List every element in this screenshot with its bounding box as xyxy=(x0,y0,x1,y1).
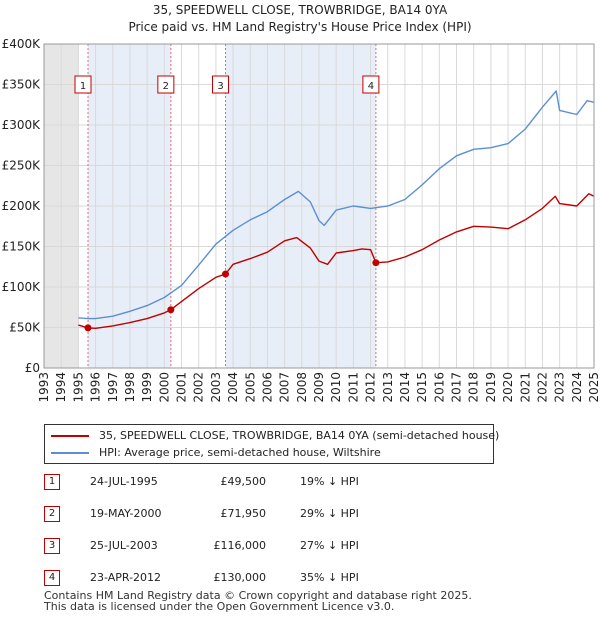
x-tick-label: 2006 xyxy=(260,372,274,403)
x-tick-label: 2004 xyxy=(226,372,240,403)
transaction-hpi-diff: 29% ↓ HPI xyxy=(300,507,359,520)
x-tick-label: 1993 xyxy=(37,372,51,403)
x-tick-label: 2002 xyxy=(192,372,206,403)
sale-marker-box xyxy=(212,75,229,94)
chart-title: 35, SPEEDWELL CLOSE, TROWBRIDGE, BA14 0Y… xyxy=(153,3,448,17)
series-line-hpi xyxy=(78,90,595,320)
x-tick-label: 2020 xyxy=(501,372,515,403)
x-tick-label: 2008 xyxy=(295,372,309,403)
transaction-price: £71,950 xyxy=(220,507,267,520)
plot-frame xyxy=(43,43,595,369)
transaction-hpi-diff: 19% ↓ HPI xyxy=(300,475,359,488)
x-tick-label: 2023 xyxy=(553,372,567,403)
transaction-price: £49,500 xyxy=(220,475,267,488)
y-tick-label: £100K xyxy=(2,280,42,294)
sale-marker-label: 1 xyxy=(80,81,86,92)
transaction-number-badge: 4 xyxy=(44,570,60,586)
x-tick-label: 2000 xyxy=(157,372,171,403)
transaction-number-badge: 2 xyxy=(44,506,60,522)
x-tick-label: 2001 xyxy=(175,372,189,403)
footer-line-copyright: Contains HM Land Registry data © Crown c… xyxy=(44,589,472,602)
price-chart: 35, SPEEDWELL CLOSE, TROWBRIDGE, BA14 0Y… xyxy=(2,3,600,403)
y-tick-label: £0 xyxy=(25,361,40,375)
x-tick-label: 2003 xyxy=(209,372,223,403)
x-tick-label: 2011 xyxy=(346,372,360,403)
y-tick-label: £150K xyxy=(2,240,42,254)
legend-label-hpi: HPI: Average price, semi-detached house,… xyxy=(99,446,381,459)
x-tick-label: 2019 xyxy=(484,372,498,403)
transaction-date: 23-APR-2012 xyxy=(90,571,162,584)
x-tick-label: 2014 xyxy=(398,372,412,403)
x-tick-label: 2017 xyxy=(450,372,464,403)
y-tick-label: £250K xyxy=(2,159,42,173)
x-tick-label: 2009 xyxy=(312,372,326,403)
y-tick-label: £300K xyxy=(2,118,42,132)
sale-point xyxy=(167,306,175,314)
x-tick-label: 1996 xyxy=(89,372,103,403)
transaction-price: £116,000 xyxy=(213,539,267,552)
transaction-hpi-diff: 27% ↓ HPI xyxy=(300,539,359,552)
legend-swatch-property xyxy=(51,435,89,437)
sale-point xyxy=(372,259,380,267)
sale-marker-label: 4 xyxy=(368,81,374,92)
attribution-footer: Contains HM Land Registry data © Crown c… xyxy=(44,590,472,612)
sale-point xyxy=(84,324,92,332)
x-tick-label: 2012 xyxy=(364,372,378,403)
x-tick-label: 2010 xyxy=(329,372,343,403)
x-tick-label: 2015 xyxy=(415,372,429,403)
sale-marker-box xyxy=(157,75,175,94)
x-tick-label: 2005 xyxy=(243,372,257,403)
y-tick-label: £50K xyxy=(9,321,41,335)
transaction-date: 25-JUL-2003 xyxy=(90,539,158,552)
sale-marker-box xyxy=(74,75,92,94)
legend-item-hpi: HPI: Average price, semi-detached house,… xyxy=(51,445,381,461)
legend: 35, SPEEDWELL CLOSE, TROWBRIDGE, BA14 0Y… xyxy=(44,424,499,464)
x-tick-label: 2024 xyxy=(570,372,584,403)
sale-marker-label: 3 xyxy=(217,81,223,92)
y-tick-label: £200K xyxy=(2,199,42,213)
transaction-price: £130,000 xyxy=(213,571,267,584)
x-tick-label: 1999 xyxy=(140,372,154,403)
transaction-date: 24-JUL-1995 xyxy=(90,475,158,488)
x-tick-label: 2022 xyxy=(535,372,549,403)
x-tick-label: 2007 xyxy=(278,372,292,403)
series-line-property xyxy=(78,193,595,329)
sale-marker-box xyxy=(362,75,380,94)
legend-item-property: 35, SPEEDWELL CLOSE, TROWBRIDGE, BA14 0Y… xyxy=(51,428,499,444)
legend-label-property: 35, SPEEDWELL CLOSE, TROWBRIDGE, BA14 0Y… xyxy=(99,429,500,442)
transaction-number-badge: 3 xyxy=(44,538,60,554)
x-tick-label: 2013 xyxy=(381,372,395,403)
x-tick-label: 1998 xyxy=(123,372,137,403)
x-tick-label: 2021 xyxy=(518,372,532,403)
chart-subtitle: Price paid vs. HM Land Registry's House … xyxy=(128,20,471,34)
legend-swatch-hpi xyxy=(51,452,89,454)
x-tick-label: 1995 xyxy=(71,372,85,403)
x-tick-label: 2018 xyxy=(467,372,481,403)
transaction-hpi-diff: 35% ↓ HPI xyxy=(300,571,359,584)
sale-point xyxy=(222,270,229,278)
y-tick-label: £350K xyxy=(2,78,42,92)
x-tick-label: 2016 xyxy=(432,372,446,403)
x-tick-label: 1994 xyxy=(54,372,68,403)
transaction-number-badge: 1 xyxy=(44,474,60,490)
sale-marker-label: 2 xyxy=(163,81,169,92)
x-tick-label: 2025 xyxy=(587,372,600,403)
transaction-date: 19-MAY-2000 xyxy=(90,507,162,520)
footer-line-licence: This data is licensed under the Open Gov… xyxy=(44,600,395,613)
y-tick-label: £400K xyxy=(2,37,42,51)
x-tick-label: 1997 xyxy=(106,372,120,403)
